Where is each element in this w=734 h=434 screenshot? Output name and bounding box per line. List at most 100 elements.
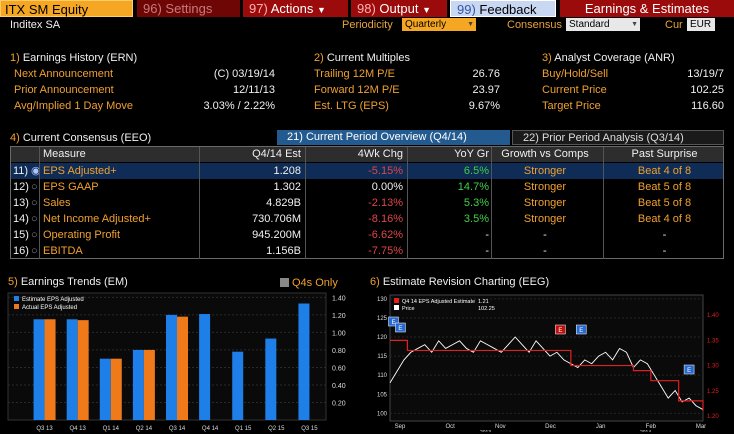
feedback-button[interactable]: 99) Feedback [450,0,556,17]
y-tick-label: 1.40 [332,295,346,302]
table-row[interactable]: 11) ◉ EPS Adjusted+ 1.208 -5.15% 6.5% St… [11,163,723,179]
left-y-tick-label: 130 [377,297,388,303]
measure-name: Net Income Adjusted+ [43,213,151,225]
company-name: Inditex SA [10,19,61,31]
col-header-estimate[interactable]: Q4/14 Est [201,147,301,162]
measure-name: Sales [43,197,71,209]
analyst-coverage-title[interactable]: 3) Analyst Coverage (ANR) [542,52,675,64]
actions-button[interactable]: 97) Actions ▼ [243,0,348,17]
col-header-past-surprise[interactable]: Past Surprise [607,147,722,162]
estimate-value: 730.706M [252,213,301,225]
yoy-growth: - [485,229,489,241]
currency-label: Cur [665,19,683,31]
consensus-value: Standard [569,19,610,30]
bar-estimate [132,349,144,420]
legend-label: Actual EPS Adjusted [22,305,77,311]
past-surprise: - [662,229,667,241]
tab-num: 22) [523,132,539,144]
col-header-measure[interactable]: Measure [41,147,86,162]
periodicity-label: Periodicity [342,19,393,31]
estimate-revision-title[interactable]: 6) Estimate Revision Charting (EEG) [370,276,549,288]
legend-swatch-estimate [394,298,399,303]
radio-icon[interactable]: ○ [31,229,38,241]
marker-label: E [579,328,583,334]
row-number: 13) [13,197,29,209]
feedback-button-label: Feedback [479,2,537,17]
radio-icon[interactable]: ○ [31,245,38,257]
x-tick-label: Q4 13 [69,426,86,432]
table-row[interactable]: 13) ○ Sales 4.829B -2.13% 5.3% Stronger … [11,195,723,211]
bar-actual [143,349,155,420]
current-price-label: Current Price [542,84,607,96]
measure-name: Operating Profit [43,229,121,241]
current-price-value: 102.25 [690,84,724,96]
table-row[interactable]: 12) ○ EPS GAAP 1.302 0.00% 14.7% Stronge… [11,179,723,195]
periodicity-select[interactable]: Quarterly ▼ [402,18,476,31]
estimate-value: 1.156B [266,245,301,257]
estimate-value: 1.208 [273,165,301,177]
past-surprise: Beat 4 of 8 [637,165,692,177]
earnings-history-title[interactable]: 1) Earnings History (ERN) [10,52,137,64]
left-y-tick-label: 115 [377,354,387,360]
section-title-text: Estimate Revision Charting (EEG) [382,276,550,288]
x-tick-label: Dec [545,424,556,430]
bar-estimate [99,358,111,420]
periodicity-value: Quarterly [405,19,447,30]
ticker-field[interactable]: ITX SM Equity [0,0,133,17]
yoy-growth: 5.3% [463,197,489,209]
x-tick-label: Sep [395,424,406,430]
col-header-growth-vs-comps[interactable]: Growth vs Comps [491,147,599,162]
legend-value: 102.25 [478,306,495,312]
section-num: 6) [370,276,380,288]
row-number: 16) [13,245,29,257]
tab-label: Current Period Overview (Q4/14) [305,131,467,143]
bar-actual [177,316,188,420]
table-row[interactable]: 15) ○ Operating Profit 945.200M -6.62% -… [11,227,723,243]
consensus-select[interactable]: Standard ▼ [566,18,640,31]
col-header-yoy-growth[interactable]: YoY Gr [411,147,489,162]
radio-selected-icon[interactable]: ◉ [31,165,41,177]
legend-label: Price [402,306,415,312]
x-tick-label: Q3 15 [301,426,318,432]
q4s-only-checkbox[interactable]: Q4s Only [280,277,338,289]
right-y-tick-label: 1.30 [707,364,719,370]
bar-estimate [33,319,45,420]
current-consensus-title[interactable]: 4) Current Consensus (EEO) [10,132,151,144]
section-num: 2) [314,52,324,64]
tab-current-period[interactable]: 21) Current Period Overview (Q4/14) [277,130,510,145]
radio-icon[interactable]: ○ [31,181,38,193]
marker-label: E [558,328,562,334]
price-line [389,336,704,410]
radio-icon[interactable]: ○ [31,213,38,225]
earnings-event-marker [576,324,587,335]
earnings-trends-title[interactable]: 5) Earnings Trends (EM) [8,276,128,288]
x-tick-label: Q2 14 [136,426,153,432]
q4s-only-label: Q4s Only [292,277,338,289]
tab-prior-period[interactable]: 22) Prior Period Analysis (Q3/14) [512,130,724,145]
radio-icon[interactable]: ○ [31,197,38,209]
section-title-text: Current Consensus (EEO) [22,132,152,144]
year-label: 2013 [480,430,491,432]
settings-button-label: Settings [165,1,213,16]
output-button[interactable]: 98) Output ▼ [351,0,447,17]
left-y-tick-label: 105 [377,392,388,398]
buy-hold-sell-value: 13/19/7 [687,68,724,80]
settings-button[interactable]: 96) Settings [137,0,240,17]
bar-estimate [265,338,277,420]
earnings-trends-chart: 0.20 0.40 0.60 0.80 1.00 1.20 1.40 Q3 13 Q4 13 Q1… [7,292,346,432]
currency-select[interactable]: EUR [687,18,715,31]
y-tick-label: 1.20 [332,313,346,320]
right-y-tick-label: 1.35 [707,338,719,344]
earnings-event-marker [395,322,406,333]
table-row[interactable]: 16) ○ EBITDA 1.156B -7.75% - - - [11,243,723,259]
table-row[interactable]: 14) ○ Net Income Adjusted+ 730.706M -8.1… [11,211,723,227]
column-divider [491,147,492,259]
consensus-label: Consensus [507,19,563,31]
col-header-4wk-change[interactable]: 4Wk Chg [311,147,403,162]
earnings-event-marker [388,316,399,327]
chevron-down-icon: ▼ [467,21,474,28]
y-tick-label: 1.00 [332,330,346,337]
actions-button-num: 97) [249,1,268,16]
avg-move-value: 3.03% / 2.22% [203,100,275,112]
column-divider [39,147,40,259]
